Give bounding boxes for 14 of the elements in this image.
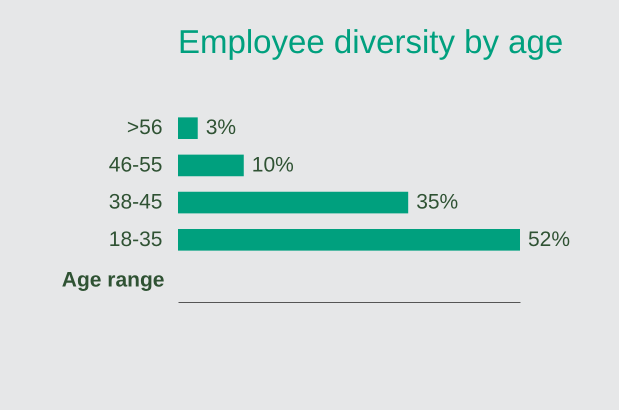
data-label: 3% [206,116,236,140]
y-tick-label: 38-45 [108,190,162,214]
data-label: 35% [416,190,458,214]
bar [178,117,198,140]
chart-title: Employee diversity by age [178,23,564,60]
y-tick-label: 46-55 [108,153,162,176]
y-tick-label: 18-35 [108,228,162,251]
y-tick-label: >56 [126,116,162,140]
data-label: 52% [528,228,570,251]
bar [178,192,408,214]
bar [178,228,520,251]
data-label: 10% [252,153,294,176]
y-axis-title: Age range [62,268,164,292]
bar [178,154,244,176]
